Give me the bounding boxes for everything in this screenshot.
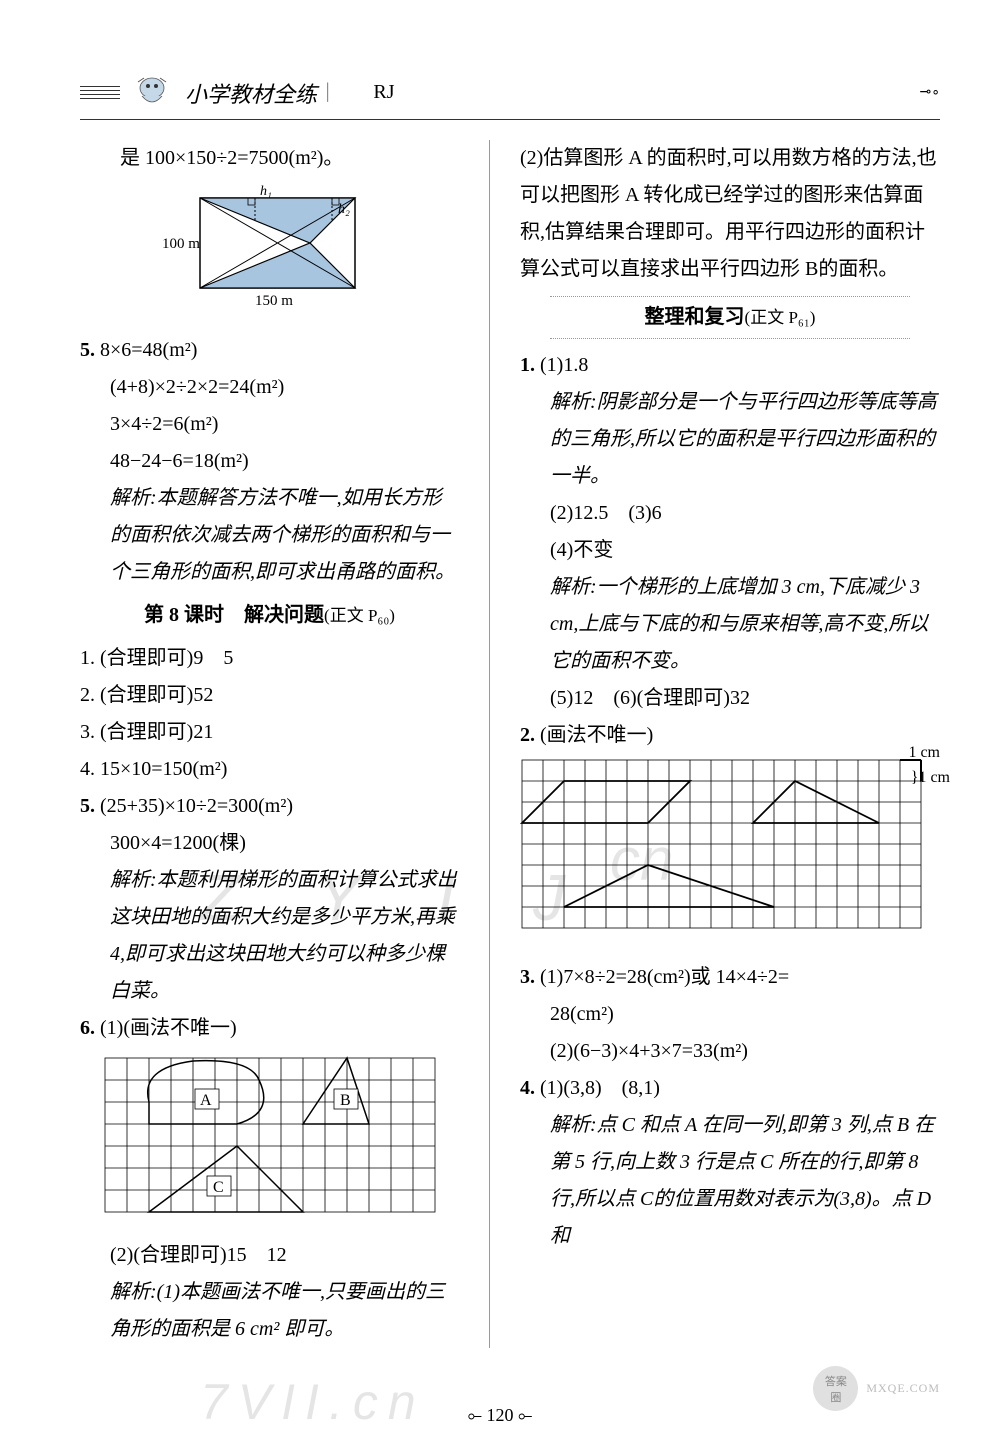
l8-q6-grid: A B C: [80, 1053, 459, 1231]
r-q1-analysis2: 解析:一个梯形的上底增加 3 cm,下底减少 3 cm,上底与下底的和与原来相等…: [520, 569, 940, 680]
svg-text:C: C: [213, 1179, 224, 1196]
r-q2-grid-container: 1 cm }1 cm: [520, 758, 940, 951]
review-page-ref: (正文 P₆₁): [745, 308, 816, 327]
book-title: 小学教材全练: [185, 77, 317, 109]
q5-l2: (4+8)×2÷2×2=24(m²): [80, 369, 459, 406]
q5-l3: 3×4÷2=6(m²): [80, 406, 459, 443]
header-ornament-icon: ⊸∘: [920, 84, 941, 101]
grid-unit-y: }1 cm: [911, 763, 950, 793]
q5-num: 5.: [80, 339, 95, 361]
l8-q5-num: 5.: [80, 795, 95, 817]
r-q1-block: 1. (1)1.8 解析:阴影部分是一个与平行四边形等底等高的三角形,所以它的面…: [520, 347, 940, 717]
l8-q5-block: 5. (25+35)×10÷2=300(m²) 300×4=1200(棵) 解析…: [80, 788, 459, 1010]
r-q4-block: 4. (1)(3,8) (8,1) 解析:点 C 和点 A 在同一列,即第 3 …: [520, 1070, 940, 1255]
l8-q5-l2: 300×4=1200(棵): [80, 825, 459, 862]
right-top-para: (2)估算图形 A 的面积时,可以用数方格的方法,也可以把图形 A 转化成已经学…: [520, 140, 940, 288]
logo-circle-icon: 答案 圈: [813, 1366, 858, 1411]
r-q3-block: 3. (1)7×8÷2=28(cm²)或 14×4÷2= 28(cm²) (2)…: [520, 959, 940, 1070]
triangle-figure: h₁ h₂ 100 m 150 m: [80, 183, 459, 326]
logo-bottom: 答案 圈 MXQE.COM: [813, 1366, 940, 1411]
svg-text:h₂: h₂: [338, 202, 350, 217]
q5-analysis: 解析:本题解答方法不唯一,如用长方形的面积依次减去两个梯形的面积和与一个三角形的…: [80, 480, 459, 591]
r-q1-l3: (4)不变: [520, 532, 940, 569]
svg-text:h₁: h₁: [260, 184, 272, 199]
logo-url: MXQE.COM: [866, 1381, 940, 1396]
q5-l1: 8×6=48(m²): [100, 339, 197, 361]
l8-q6-block: 6. (1)(画法不唯一): [80, 1010, 459, 1348]
title-separator: │: [322, 84, 333, 102]
r-q1-l4: (5)12 (6)(合理即可)32: [520, 680, 940, 717]
l8-q6-analysis: 解析:(1)本题画法不唯一,只要画出的三角形的面积是 6 cm² 即可。: [80, 1274, 459, 1348]
page-number: ⟜ 120 ⟜: [468, 1405, 533, 1426]
svg-text:150 m: 150 m: [255, 293, 293, 309]
lesson8-title-text: 第 8 课时 解决问题: [144, 604, 324, 626]
r-q2-block: 2. (画法不唯一): [520, 717, 940, 951]
top-answer-line: 是 100×150÷2=7500(m²)。: [80, 140, 459, 177]
l8-q5-l1: (25+35)×10÷2=300(m²): [100, 795, 293, 817]
review-title: 整理和复习: [645, 306, 745, 328]
r-q2-num: 2.: [520, 724, 535, 746]
q5-block: 5. 8×6=48(m²) (4+8)×2÷2×2=24(m²) 3×4÷2=6…: [80, 332, 459, 591]
l8-q4: 4. 15×10=150(m²): [80, 751, 459, 788]
l8-q2: 2. (合理即可)52: [80, 677, 459, 714]
svg-text:A: A: [200, 1092, 212, 1109]
left-column: 是 100×150÷2=7500(m²)。 h₁ h₂ 100 m 150 m: [80, 140, 459, 1348]
column-divider: [489, 140, 490, 1348]
svg-text:B: B: [340, 1092, 351, 1109]
r-q2-grid: [520, 758, 940, 938]
r-q1-l2: (2)12.5 (3)6: [520, 495, 940, 532]
l8-q6-l2: (2)(合理即可)15 12: [80, 1237, 459, 1274]
r-q1-analysis1: 解析:阴影部分是一个与平行四边形等底等高的三角形,所以它的面积是平行四边形面积的…: [520, 384, 940, 495]
r-q3-l2: (2)(6−3)×4+3×7=33(m²): [520, 1033, 940, 1070]
r-q2-l1: (画法不唯一): [540, 724, 653, 746]
content-area: 是 100×150÷2=7500(m²)。 h₁ h₂ 100 m 150 m: [80, 140, 940, 1348]
r-q3-l1: (1)7×8÷2=28(cm²)或 14×4÷2=: [540, 966, 789, 988]
lesson8-page-ref: (正文 P₆₀): [324, 606, 395, 625]
q5-l4: 48−24−6=18(m²): [80, 443, 459, 480]
r-q1-l1: (1)1.8: [540, 354, 588, 376]
l8-q1: 1. (合理即可)9 5: [80, 640, 459, 677]
l8-q6-num: 6.: [80, 1017, 95, 1039]
review-header: 整理和复习(正文 P₆₁): [550, 296, 910, 339]
watermark-bottom: 7VII.cn: [200, 1373, 426, 1431]
r-q1-num: 1.: [520, 354, 535, 376]
header-lines-decoration: [80, 86, 120, 99]
page-header: 小学教材全练 │ RJ ⊸∘: [80, 70, 940, 120]
page-container: 小学教材全练 │ RJ ⊸∘ 是 100×150÷2=7500(m²)。: [0, 0, 1000, 1451]
svg-text:100 m: 100 m: [162, 236, 200, 252]
l8-q6-l1: (1)(画法不唯一): [100, 1017, 237, 1039]
r-q3-num: 3.: [520, 966, 535, 988]
lesson8-title: 第 8 课时 解决问题(正文 P₆₀): [80, 597, 459, 634]
l8-q5-analysis: 解析:本题利用梯形的面积计算公式求出这块田地的面积大约是多少平方米,再乘 4,即…: [80, 862, 459, 1010]
right-column: (2)估算图形 A 的面积时,可以用数方格的方法,也可以把图形 A 转化成已经学…: [520, 140, 940, 1348]
edition-label: RJ: [373, 81, 394, 104]
l8-q3: 3. (合理即可)21: [80, 714, 459, 751]
r-q4-num: 4.: [520, 1077, 535, 1099]
r-q4-analysis: 解析:点 C 和点 A 在同一列,即第 3 列,点 B 在第 5 行,向上数 3…: [520, 1107, 940, 1255]
r-q4-l1: (1)(3,8) (8,1): [540, 1077, 660, 1099]
r-q3-l1b: 28(cm²): [520, 996, 940, 1033]
mascot-icon: [130, 70, 175, 115]
